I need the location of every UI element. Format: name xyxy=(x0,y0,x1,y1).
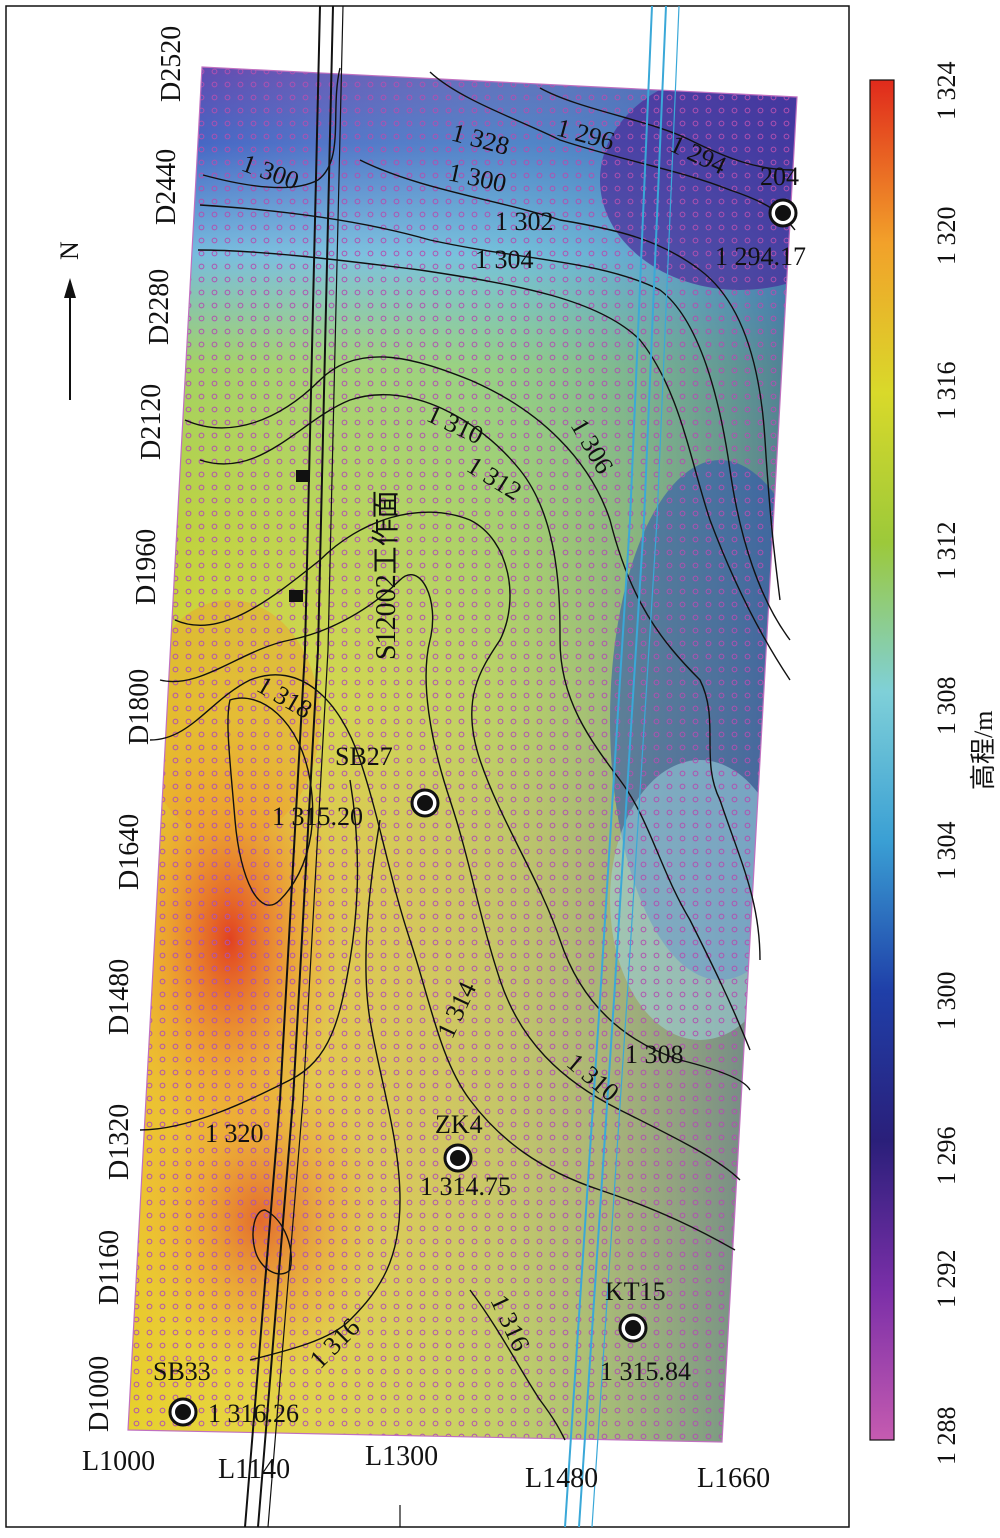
elevation-field xyxy=(128,67,797,1442)
colorbar: 1 288 1 292 1 296 1 300 1 304 1 308 1 31… xyxy=(869,62,998,1466)
well-zk4[interactable]: ZK4 1 314.75 xyxy=(420,1110,511,1201)
well-name: SB27 xyxy=(335,742,393,771)
well-204[interactable]: 204 1 294.17 xyxy=(715,162,806,271)
well-name: SB33 xyxy=(153,1357,211,1386)
well-elevation: 1 294.17 xyxy=(715,242,806,271)
north-arrow-icon: N xyxy=(55,241,84,400)
contour-label: 1 302 xyxy=(495,207,554,236)
colorbar-tick: 1 292 xyxy=(932,1250,961,1309)
d-tick-label: D1160 xyxy=(94,1230,125,1305)
colorbar-tick: 1 324 xyxy=(932,62,961,121)
d-tick-label: D1640 xyxy=(114,814,145,890)
colorbar-tick: 1 300 xyxy=(932,972,961,1031)
l-tick-label: L1660 xyxy=(697,1463,770,1494)
well-elevation: 1 315.20 xyxy=(272,802,363,831)
well-elevation: 1 316.26 xyxy=(208,1399,299,1428)
well-name: 204 xyxy=(760,162,799,191)
d-tick-label: D2440 xyxy=(151,149,182,225)
colorbar-tick: 1 316 xyxy=(932,362,961,421)
north-label: N xyxy=(55,241,84,260)
contour-label: 1 308 xyxy=(625,1040,684,1069)
well-sb27[interactable]: SB27 1 315.20 xyxy=(272,742,440,831)
d-axis: D1000 D1160 D1320 D1480 D1640 D1800 D196… xyxy=(84,26,187,1432)
well-elevation: 1 315.84 xyxy=(600,1357,691,1386)
l-tick-label: L1480 xyxy=(525,1463,598,1494)
tunnel-blue xyxy=(564,5,680,1528)
d-tick-label: D1960 xyxy=(131,529,162,605)
well-kt15[interactable]: KT15 1 315.84 xyxy=(600,1277,691,1386)
contour-label: 1 320 xyxy=(205,1119,264,1148)
colorbar-tick: 1 312 xyxy=(932,522,961,581)
well-sb33[interactable]: SB33 1 316.26 xyxy=(153,1357,299,1428)
d-tick-label: D2520 xyxy=(156,26,187,102)
well-elevation: 1 314.75 xyxy=(420,1172,511,1201)
colorbar-tick: 1 288 xyxy=(932,1407,961,1466)
d-tick-label: D1000 xyxy=(84,1356,115,1432)
colorbar-tick: 1 296 xyxy=(932,1127,961,1186)
colorbar-title: 高程/m xyxy=(969,711,998,790)
colorbar-tick: 1 304 xyxy=(932,822,961,881)
l-tick-label: L1140 xyxy=(218,1454,290,1485)
d-tick-label: D1480 xyxy=(104,959,135,1035)
map-boundary xyxy=(127,66,798,1443)
d-tick-label: D1800 xyxy=(124,669,155,745)
contour-label: 1 304 xyxy=(475,245,534,274)
d-tick-label: D2120 xyxy=(136,384,167,460)
colorbar-gradient xyxy=(869,79,895,1441)
d-tick-label: D1320 xyxy=(104,1104,135,1180)
l-tick-label: L1300 xyxy=(365,1441,438,1472)
d-tick-label: D2280 xyxy=(144,269,175,345)
well-name: ZK4 xyxy=(435,1110,483,1139)
l-tick-label: L1000 xyxy=(82,1446,155,1477)
tunnel-black xyxy=(244,5,344,1528)
map-frame xyxy=(5,5,850,1528)
colorbar-tick: 1 308 xyxy=(932,677,961,736)
well-name: KT15 xyxy=(605,1277,666,1306)
l-axis: L1000 L1140 L1300 L1480 L1660 xyxy=(82,1441,770,1527)
tunnel-label: S12002工作面 xyxy=(370,490,402,660)
colorbar-tick: 1 320 xyxy=(932,207,961,266)
